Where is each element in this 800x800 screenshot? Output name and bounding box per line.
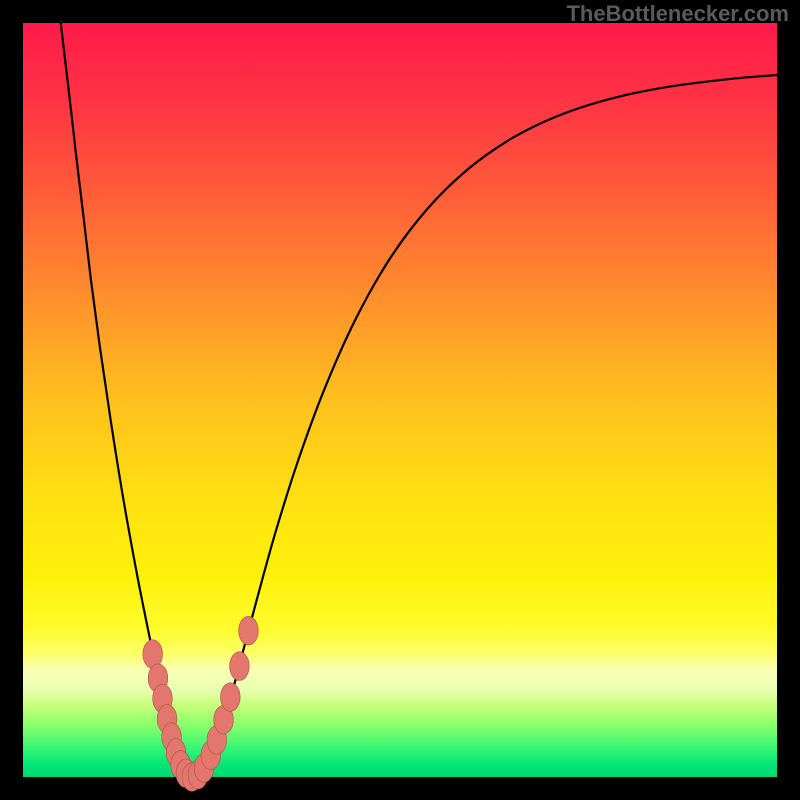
data-marker (230, 652, 250, 681)
marker-group (143, 616, 258, 791)
watermark-text: TheBottlenecker.com (566, 1, 789, 27)
plot-area (23, 23, 777, 777)
curve-left (61, 23, 192, 777)
chart-container: { "chart": { "type": "line", "canvas": {… (0, 0, 800, 800)
curve-layer (23, 23, 777, 777)
data-marker (239, 616, 259, 645)
data-marker (221, 683, 241, 712)
curve-right (192, 75, 777, 777)
